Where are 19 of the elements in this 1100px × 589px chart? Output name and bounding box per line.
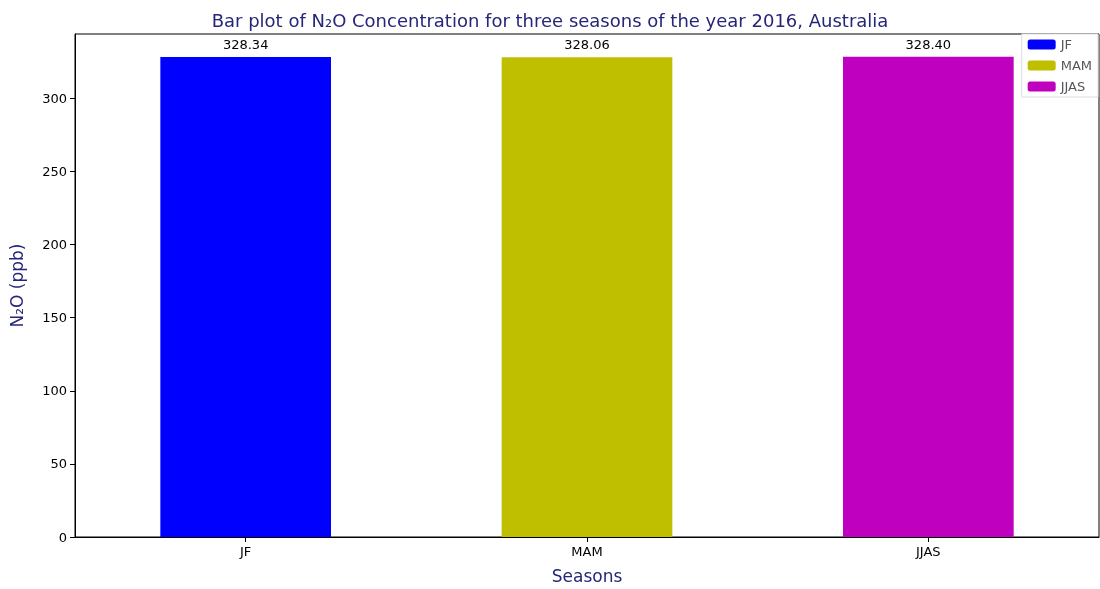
- y-tick-label: 100: [42, 383, 67, 399]
- y-tick-label: 250: [42, 163, 67, 179]
- y-tick-label: 0: [58, 529, 67, 545]
- x-tick-label: JJAS: [915, 544, 941, 559]
- x-tick-label: JF: [239, 544, 252, 559]
- y-axis-title: N₂O (ppb): [6, 243, 27, 328]
- y-tick-label: 300: [42, 90, 67, 106]
- y-tick-label: 50: [50, 456, 67, 472]
- data-label: 328.34: [222, 36, 269, 52]
- data-label: 328.06: [564, 37, 610, 53]
- x-tick-label: MAM: [571, 544, 603, 559]
- data-label: 328.40: [905, 36, 952, 52]
- y-tick-label: 200: [42, 237, 67, 253]
- legend-label: JF: [1059, 37, 1072, 52]
- y-tick-label: 150: [42, 310, 67, 326]
- legend-label: MAM: [1060, 58, 1092, 73]
- chart-title: Bar plot of N₂O Concentration for three seasons of the year 2016, Australia: [211, 9, 889, 31]
- x-axis-title: Seasons: [551, 565, 623, 586]
- legend-label: JJAS: [1059, 79, 1086, 94]
